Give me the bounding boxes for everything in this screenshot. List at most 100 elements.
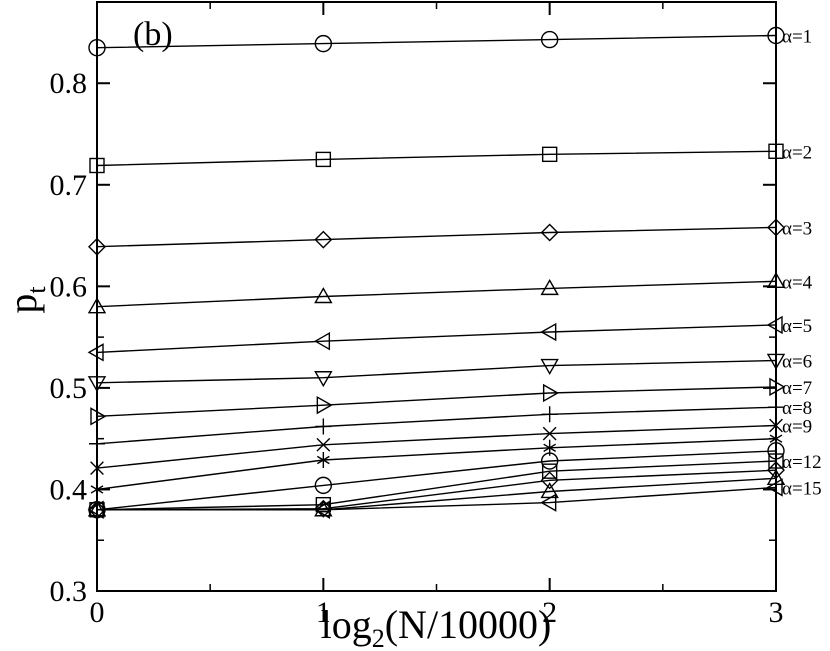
- data-point-triangle-up: [87, 297, 107, 314]
- data-point-circle: [767, 442, 785, 460]
- data-point-triangle-left: [766, 478, 783, 497]
- data-point-x: [769, 418, 783, 433]
- data-point-diamond: [314, 230, 333, 249]
- data-point-circle: [314, 34, 333, 53]
- data-point-triangle-left: [540, 493, 557, 512]
- data-point-triangle-down: [540, 358, 559, 375]
- x-tick-label: 0: [90, 596, 105, 629]
- data-point-triangle-left: [87, 500, 104, 519]
- data-point-triangle-up: [314, 287, 333, 304]
- series-label: α=8: [782, 398, 812, 419]
- data-point-triangle-left: [540, 322, 557, 342]
- data-point-square: [541, 463, 558, 479]
- data-point-asterisk: [769, 430, 783, 447]
- data-point-triangle-left: [766, 315, 783, 335]
- series-line: [96, 424, 777, 469]
- plot-frame: [96, 1, 777, 592]
- data-point-asterisk: [316, 451, 330, 468]
- series-line: [96, 226, 777, 248]
- y-axis-title-main: p: [0, 294, 45, 314]
- series-line: [96, 406, 777, 445]
- data-point-triangle-left: [87, 343, 104, 362]
- x-axis-title: log2(N/10000): [321, 602, 552, 651]
- data-point-square: [768, 143, 784, 159]
- series-line: [96, 450, 777, 511]
- series-label: α=5: [782, 316, 812, 337]
- x-tick-label: 1: [316, 596, 331, 629]
- data-point-square: [315, 151, 332, 168]
- data-point-triangle-right: [769, 377, 786, 397]
- series-line: [96, 386, 777, 417]
- data-point-x: [316, 437, 331, 452]
- x-axis-title-main: log: [321, 602, 372, 647]
- data-point-triangle-down: [314, 371, 333, 388]
- data-point-diamond: [540, 471, 559, 490]
- series-lines: [96, 34, 777, 511]
- data-point-x: [542, 426, 557, 441]
- x-axis-title-rest: (N/10000): [385, 602, 552, 647]
- y-tick-label: 0.5: [50, 372, 88, 405]
- y-tick-label: 0.8: [50, 67, 88, 100]
- data-point-triangle-up: [766, 468, 786, 485]
- series-line: [96, 438, 777, 491]
- data-point-triangle-up: [314, 500, 333, 517]
- data-point-square: [315, 496, 332, 513]
- series-line: [96, 359, 777, 384]
- data-point-triangle-right: [542, 383, 560, 403]
- series-line: [97, 486, 777, 511]
- series-markers: [87, 26, 786, 519]
- series-label: α=2: [782, 142, 812, 163]
- data-point-plus: [768, 399, 784, 416]
- data-point-square: [89, 157, 105, 174]
- data-point-plus: [89, 435, 105, 452]
- series-label: α=4: [782, 272, 813, 293]
- data-point-diamond: [88, 237, 106, 256]
- series-label: α=7: [782, 378, 812, 399]
- data-point-x: [90, 461, 104, 476]
- series-line: [96, 150, 777, 167]
- series-label: α=12: [782, 452, 822, 473]
- data-point-triangle-down: [766, 353, 786, 370]
- y-tick-label: 0.3: [50, 575, 88, 608]
- data-point-triangle-right: [90, 407, 107, 426]
- series-line: [96, 460, 777, 511]
- series-labels: α=1 α=2 α=3 α=4 α=5 α=6 α=7α=8α=9 α=12 α=15: [782, 27, 822, 500]
- series-label: α=6: [782, 351, 812, 372]
- data-point-triangle-left: [313, 331, 331, 351]
- axis-ticks: 0 1 2 3 0.3 0.4 0.5 0.6 0.7 0.8: [50, 2, 784, 629]
- y-tick-label: 0.6: [50, 270, 88, 303]
- data-point-square: [768, 453, 784, 469]
- data-point-diamond: [767, 461, 785, 480]
- series-line: [96, 280, 777, 308]
- series-label: α=3: [782, 218, 812, 239]
- y-tick-label: 0.7: [50, 169, 88, 202]
- data-point-circle: [767, 26, 785, 45]
- data-point-circle: [314, 476, 333, 495]
- data-point-circle: [540, 30, 559, 49]
- data-point-asterisk: [90, 481, 104, 498]
- x-axis-title-subscript: 2: [372, 624, 385, 651]
- series-label: α=15: [782, 478, 822, 499]
- panel-label: (b): [133, 16, 173, 53]
- series-label: α=1: [782, 27, 812, 48]
- y-tick-label: 0.4: [50, 473, 88, 506]
- x-tick-label: 3: [769, 596, 784, 629]
- x-tick-label: 2: [542, 596, 557, 629]
- data-point-triangle-up: [766, 271, 786, 288]
- data-point-triangle-down: [87, 376, 107, 393]
- data-point-triangle-left: [313, 500, 331, 519]
- data-point-diamond: [540, 223, 559, 242]
- y-axis-title-subscript: t: [22, 286, 51, 294]
- series-line: [96, 34, 777, 49]
- data-point-triangle-up: [87, 500, 107, 517]
- data-point-triangle-right: [316, 395, 333, 415]
- data-point-plus: [315, 418, 332, 435]
- data-point-circle: [88, 38, 106, 57]
- data-point-plus: [541, 406, 558, 423]
- data-point-circle: [540, 452, 559, 470]
- data-point-triangle-up: [540, 278, 559, 296]
- series-label: α=9: [782, 416, 812, 437]
- series-line: [96, 324, 777, 354]
- y-axis-title: pt: [0, 286, 51, 314]
